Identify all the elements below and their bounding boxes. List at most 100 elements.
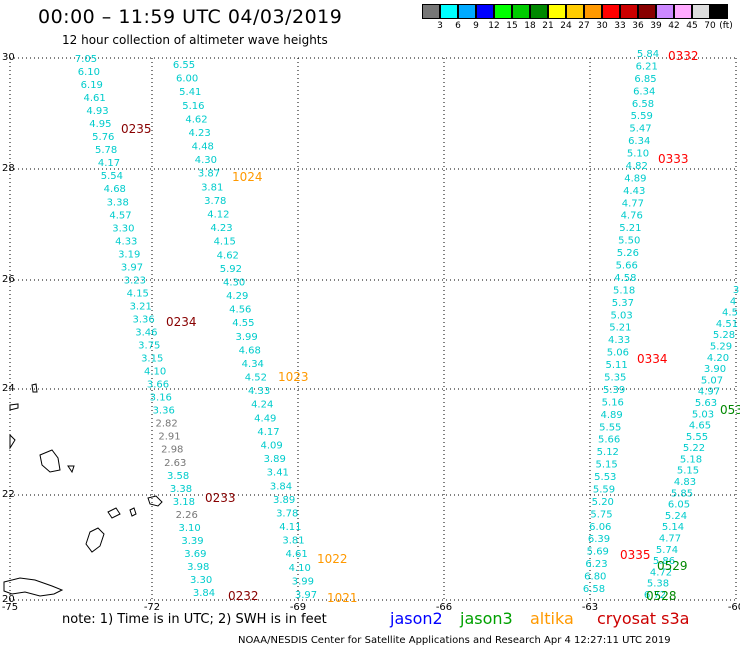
legend-altika: altika [530, 609, 574, 628]
lat-label: 24 [2, 383, 15, 394]
wave-height-value: 6.58 [632, 99, 654, 110]
wave-height-value: 5.37 [612, 298, 634, 309]
wave-height-value: 4.24 [251, 400, 273, 411]
wave-height-value: 4.5 [722, 308, 738, 319]
wave-height-value: 5.76 [92, 132, 114, 143]
wave-height-value: 4.33 [248, 386, 270, 397]
wave-height-value: 5.16 [182, 101, 204, 112]
island-bahamas-6 [107, 507, 121, 519]
color-scale: 3 6 9 12 15 18 21 24 27 30 33 36 39 42 45 70 (ft) [422, 4, 733, 34]
wave-height-value: 6.34 [633, 86, 655, 97]
wave-height-value: 3.75 [138, 341, 160, 352]
wave-height-value: 4.68 [239, 345, 261, 356]
wave-height-value: 5.28 [713, 330, 735, 341]
wave-height-value: 3.69 [184, 549, 206, 560]
wave-height-value: 4.51 [716, 319, 738, 330]
scale-swatch [674, 4, 692, 19]
wave-height-value: 3.84 [270, 481, 292, 492]
wave-height-value: 2.98 [161, 445, 183, 456]
scale-swatch [548, 4, 566, 19]
wave-height-value: 3.84 [193, 588, 215, 599]
wave-height-value: 5.18 [613, 285, 635, 296]
map-grid: -75 -72 -69 -66 -63 -60 30 28 26 24 22 20 [2, 52, 740, 613]
island-bahamas-1 [39, 449, 61, 473]
lat-label: 26 [2, 274, 15, 285]
lon-label: -69 [290, 602, 306, 613]
scale-label: 9 [473, 21, 479, 31]
scale-swatch [692, 4, 710, 19]
wave-height-value: 3.81 [282, 536, 304, 547]
wave-height-value: 3.98 [187, 562, 209, 573]
wave-height-value: 5.59 [631, 111, 653, 122]
wave-height-value: 5.69 [587, 547, 609, 558]
lat-label: 20 [2, 594, 15, 605]
pass-0529: 0529 [657, 559, 688, 573]
wave-height-value: 6.55 [173, 60, 195, 71]
island-bahamas-3 [9, 403, 19, 411]
track-values: 7.05 6.10 6.19 4.61 4.93 4.95 5.76 5.78 4.17 5.54… [75, 49, 739, 601]
island-bahamas-7 [129, 507, 137, 517]
wave-height-value: 5.39 [603, 385, 625, 396]
lon-label: -60 [728, 602, 740, 613]
wave-height-value: 3.30 [190, 575, 212, 586]
wave-height-value: 4.62 [217, 250, 239, 261]
wave-height-value: 4.17 [98, 158, 120, 169]
wave-height-value: 4.82 [626, 161, 648, 172]
scale-swatch [638, 4, 656, 19]
wave-height-value: 3.97 [295, 590, 317, 601]
wave-height-value: 5.24 [665, 511, 687, 522]
pass-labels: 0235 0234 0233 0232 1024 1023 1022 1021 0332 0333… [121, 49, 740, 605]
wave-height-value: 4.29 [226, 291, 248, 302]
credit-footer: NOAA/NESDIS Center for Satellite Applica… [238, 635, 671, 646]
wave-height-value: 4.20 [707, 353, 729, 364]
wave-height-value: 5.47 [629, 124, 651, 135]
wave-height-value: 4.77 [622, 198, 644, 209]
wave-height-value: 4.15 [127, 288, 149, 299]
pass-0234: 0234 [166, 315, 197, 329]
wave-height-value: 5.03 [610, 310, 632, 321]
island-turks-caicos [147, 495, 163, 507]
wave-height-value: 5.22 [683, 443, 705, 454]
wave-height-value: 4.30 [195, 155, 217, 166]
wave-height-value: 4.76 [621, 211, 643, 222]
wave-height-value: 4.61 [285, 549, 307, 560]
wave-height-value: 5.03 [692, 409, 714, 420]
lat-label: 22 [2, 489, 15, 500]
wave-height-value: 3.58 [167, 471, 189, 482]
island-cuba-east [3, 577, 64, 597]
scale-label: 18 [524, 21, 536, 31]
wave-height-value: 5.84 [637, 49, 659, 60]
scale-swatch [476, 4, 494, 19]
scale-label: 3 [437, 21, 443, 31]
lon-label: -63 [582, 602, 598, 613]
wave-height-value: 3.39 [181, 536, 203, 547]
wave-height-value: 2.63 [164, 458, 186, 469]
wave-height-value: 5.41 [179, 87, 201, 98]
island-bahamas-4 [31, 383, 38, 393]
wave-height-value: 5.38 [647, 579, 669, 590]
wave-height-value: 3.15 [141, 354, 163, 365]
scale-label: 70 [704, 21, 716, 31]
wave-height-value: 5.15 [595, 460, 617, 471]
wave-height-value: 6.85 [634, 74, 656, 85]
wave-height-value: 5.53 [594, 472, 616, 483]
wave-height-value: 5.06 [607, 348, 629, 359]
wave-height-value: 3.99 [292, 576, 314, 587]
scale-swatch [440, 4, 458, 19]
wave-height-value: 4.57 [109, 210, 131, 221]
wave-height-value: 3.97 [121, 262, 143, 273]
wave-height-value: 3.10 [178, 523, 200, 534]
scale-label: 15 [506, 21, 518, 31]
wave-height-value: 3.46 [135, 328, 157, 339]
page-title: 00:00 – 11:59 UTC 04/03/2019 [38, 6, 343, 28]
wave-height-value: 3 [733, 285, 739, 296]
wave-height-value: 5.50 [618, 236, 640, 247]
wave-height-value: 5.21 [609, 323, 631, 334]
wave-height-value: 3.36 [153, 406, 175, 417]
scale-label: 21 [542, 21, 554, 31]
pass-1022: 1022 [317, 552, 348, 566]
wave-height-value: 4.83 [674, 477, 696, 488]
wave-height-value: 3.78 [204, 196, 226, 207]
wave-height-value: 3.78 [276, 509, 298, 520]
pass-1021: 1021 [327, 591, 358, 605]
